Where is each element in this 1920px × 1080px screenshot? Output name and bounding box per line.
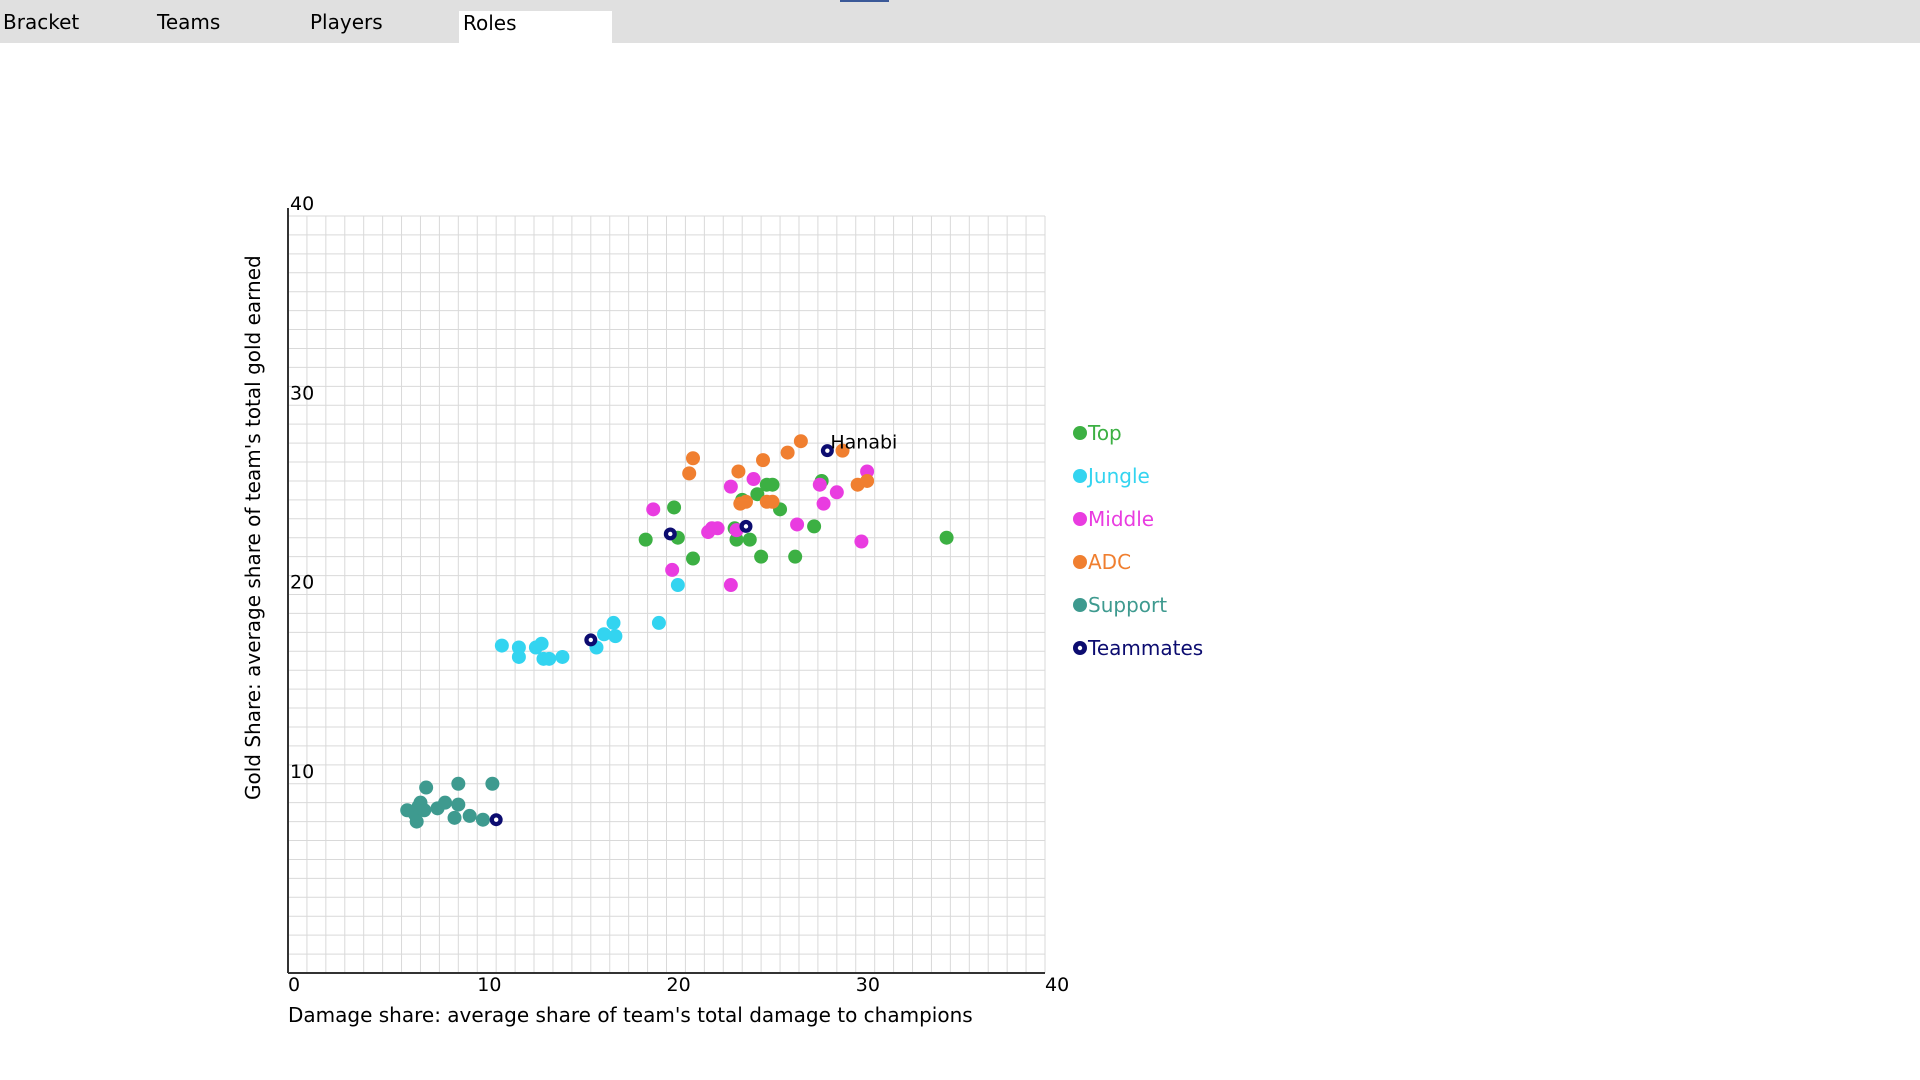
data-point-middle[interactable]	[665, 562, 680, 577]
data-point-top[interactable]	[742, 532, 757, 547]
legend-item-middle[interactable]: Middle	[1073, 507, 1154, 531]
legend-marker	[1073, 426, 1087, 440]
point-annotation: Hanabi	[830, 432, 897, 454]
x-axis-label: Damage share: average share of team's to…	[288, 1003, 973, 1027]
teammate-point-center	[668, 531, 673, 537]
legend-label: Support	[1088, 593, 1167, 617]
data-point-jungle[interactable]	[511, 649, 526, 664]
x-tick-label: 20	[667, 974, 691, 996]
data-point-jungle[interactable]	[608, 629, 623, 644]
data-point-adc[interactable]	[756, 453, 771, 468]
x-tick-label: 0	[288, 974, 300, 996]
chart-tick-labels: 0 10 20 30 40 10 20 30 40	[288, 193, 1069, 996]
tab-bracket[interactable]: Bracket	[3, 10, 80, 34]
data-point-jungle[interactable]	[670, 578, 685, 593]
data-point-adc[interactable]	[682, 466, 697, 481]
data-point-middle[interactable]	[746, 472, 761, 487]
data-point-support[interactable]	[417, 803, 432, 818]
teammate-point-center	[743, 524, 749, 529]
chart-points	[400, 434, 954, 829]
data-point-jungle[interactable]	[555, 649, 570, 664]
data-point-support[interactable]	[475, 812, 490, 827]
y-tick-label: 40	[290, 193, 314, 215]
data-point-top[interactable]	[788, 549, 803, 564]
y-tick-label: 10	[290, 761, 314, 783]
legend-marker	[1073, 512, 1087, 526]
data-point-jungle[interactable]	[542, 651, 557, 666]
data-point-support[interactable]	[447, 810, 462, 825]
data-point-middle[interactable]	[646, 502, 661, 517]
legend-item-adc[interactable]: ADC	[1073, 550, 1131, 574]
chart-legend: Top Jungle Middle ADC Support Teammates	[1073, 421, 1203, 660]
teammate-point-center	[493, 817, 499, 822]
tab-players[interactable]: Players	[310, 10, 383, 34]
data-point-adc[interactable]	[685, 451, 700, 466]
data-point-jungle[interactable]	[534, 636, 549, 651]
data-point-top[interactable]	[939, 530, 954, 545]
data-point-top[interactable]	[667, 500, 682, 515]
data-point-top[interactable]	[807, 519, 822, 534]
data-point-adc[interactable]	[765, 494, 780, 509]
legend-item-jungle[interactable]: Jungle	[1073, 464, 1150, 488]
legend-item-teammates[interactable]: Teammates	[1073, 636, 1203, 660]
legend-item-support[interactable]: Support	[1073, 593, 1167, 617]
data-point-support[interactable]	[419, 780, 434, 795]
data-point-middle[interactable]	[723, 578, 738, 593]
active-indicator	[840, 0, 889, 2]
data-point-support[interactable]	[409, 814, 424, 829]
x-tick-label: 30	[856, 974, 880, 996]
data-point-adc[interactable]	[738, 494, 753, 509]
legend-marker	[1073, 598, 1087, 612]
data-point-top[interactable]	[638, 532, 653, 547]
legend-label: ADC	[1088, 550, 1131, 574]
data-point-jungle[interactable]	[651, 615, 666, 630]
chart-grid	[287, 215, 1046, 974]
data-point-adc[interactable]	[835, 443, 850, 458]
y-axis-label: Gold Share: average share of team's tota…	[241, 255, 265, 800]
data-point-adc[interactable]	[780, 445, 795, 460]
tab-teams[interactable]: Teams	[157, 10, 221, 34]
legend-marker-center	[1077, 645, 1083, 651]
data-point-jungle[interactable]	[606, 615, 621, 630]
data-point-support[interactable]	[485, 776, 500, 791]
y-tick-label: 20	[290, 572, 314, 594]
teammate-point-center	[588, 637, 593, 643]
data-point-jungle[interactable]	[597, 627, 612, 642]
data-point-top[interactable]	[754, 549, 769, 564]
data-point-jungle[interactable]	[494, 638, 509, 653]
data-point-middle[interactable]	[854, 534, 869, 549]
data-point-support[interactable]	[462, 808, 477, 823]
data-point-middle[interactable]	[829, 485, 844, 500]
chart-axes	[287, 208, 1045, 974]
data-point-middle[interactable]	[816, 496, 831, 511]
data-point-adc[interactable]	[731, 464, 746, 479]
x-tick-label: 10	[477, 974, 501, 996]
y-tick-label: 30	[290, 382, 314, 404]
data-point-top[interactable]	[750, 487, 765, 502]
data-point-top[interactable]	[765, 477, 780, 492]
data-point-top[interactable]	[685, 551, 700, 566]
legend-label: Jungle	[1086, 464, 1150, 488]
legend-label: Top	[1087, 421, 1122, 445]
data-point-middle[interactable]	[812, 477, 827, 492]
data-point-support[interactable]	[438, 795, 453, 810]
tab-bar: Bracket Teams Players Roles	[0, 0, 1920, 43]
legend-item-top[interactable]: Top	[1073, 421, 1122, 445]
data-point-support[interactable]	[451, 797, 466, 812]
legend-label: Middle	[1088, 507, 1154, 531]
teammate-point-center	[825, 448, 830, 453]
data-point-middle[interactable]	[790, 517, 805, 532]
data-point-middle[interactable]	[723, 479, 738, 494]
legend-label: Teammates	[1087, 636, 1203, 660]
data-point-support[interactable]	[451, 776, 466, 791]
data-point-middle[interactable]	[710, 521, 725, 536]
tab-roles[interactable]: Roles	[459, 11, 612, 43]
data-point-adc[interactable]	[793, 434, 808, 449]
legend-marker	[1073, 469, 1087, 483]
x-tick-label: 40	[1045, 974, 1069, 996]
data-point-adc[interactable]	[860, 473, 875, 488]
legend-marker	[1073, 555, 1087, 569]
chart-annotations: Hanabi	[830, 432, 897, 454]
